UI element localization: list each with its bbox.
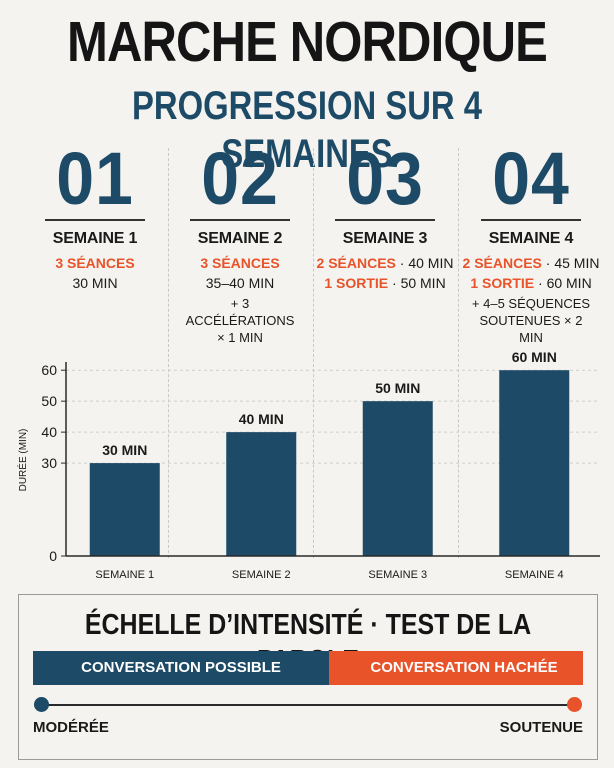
x-tick-label: SEMAINE 4 — [505, 569, 564, 581]
outing-count: 1 SORTIE — [470, 275, 535, 291]
y-tick-label: 0 — [49, 548, 57, 564]
sessions-count: 3 SÉANCES — [200, 255, 280, 271]
week-note: + 3 ACCÉLÉRATIONS × 1 MIN — [185, 296, 295, 345]
x-tick-label: SEMAINE 2 — [232, 569, 291, 581]
x-tick-label: SEMAINE 1 — [95, 569, 154, 581]
week-column-1: 01 SEMAINE 1 3 SÉANCES 30 MIN — [22, 140, 168, 293]
week-number: 01 — [56, 137, 134, 220]
bar-data-label: 40 MIN — [239, 411, 284, 427]
sessions-count: 3 SÉANCES — [55, 255, 135, 271]
week-rule — [335, 219, 435, 221]
week-column-3: 03 SEMAINE 3 2 SÉANCES · 40 MIN 1 SORTIE… — [312, 140, 458, 293]
week-rule — [481, 219, 581, 221]
week-rule — [45, 219, 145, 221]
intensity-title: ÉCHELLE D’INTENSITÉ · TEST DE LA PAROLE — [84, 609, 532, 677]
y-axis-title: DURÉE (MIN) — [16, 429, 29, 492]
sustained-marker-icon — [567, 697, 582, 712]
week-column-4: 04 SEMAINE 4 2 SÉANCES · 45 MIN 1 SORTIE… — [458, 140, 604, 346]
separator-dot: · — [538, 275, 543, 291]
week-column-2: 02 SEMAINE 2 3 SÉANCES 35–40 MIN + 3 ACC… — [167, 140, 313, 346]
chart-bars — [89, 370, 570, 556]
y-tick-label: 60 — [41, 362, 57, 378]
page-title: MARCHE NORDIQUE — [66, 10, 548, 74]
sessions-count: 2 SÉANCES — [316, 255, 396, 271]
week-number: 03 — [346, 137, 424, 220]
duration-bar-chart: 0 30 40 50 60 30 MIN SEMAINE 1 40 MIN SEMAINE 2 5… — [16, 350, 600, 581]
week-number: 02 — [201, 137, 279, 220]
separator-dot: · — [392, 275, 397, 291]
session-duration: 40 MIN — [408, 255, 454, 271]
column-divider — [458, 148, 459, 558]
bar-2 — [226, 432, 297, 556]
page-subtitle: PROGRESSION SUR 4 SEMAINES — [132, 84, 482, 176]
session-duration: 45 MIN — [554, 255, 600, 271]
y-tick-label: 50 — [41, 393, 57, 409]
bar-data-label: 60 MIN — [512, 350, 557, 365]
scale-left-end: MODÉRÉE — [33, 719, 109, 736]
bar-3 — [362, 401, 433, 556]
outing-duration: 60 MIN — [546, 275, 592, 291]
bar-1 — [89, 463, 160, 556]
outing-count: 1 SORTIE — [324, 275, 389, 291]
week-label: SEMAINE 4 — [488, 230, 574, 247]
separator-dot: · — [545, 255, 551, 271]
column-divider — [313, 148, 314, 558]
week-label: SEMAINE 2 — [197, 230, 283, 247]
intensity-track — [41, 704, 575, 706]
scale-right-end: SOUTENUE — [499, 719, 583, 736]
week-note: + 4–5 SÉQUENCES SOUTENUES × 2 MIN — [471, 296, 591, 345]
x-tick-label: SEMAINE 3 — [368, 569, 427, 581]
chart-labels: 0 30 40 50 60 30 MIN SEMAINE 1 40 MIN SEMAINE 2 5… — [41, 350, 563, 581]
bar-4 — [499, 370, 570, 556]
outing-duration: 50 MIN — [400, 275, 446, 291]
session-duration: 35–40 MIN — [205, 275, 275, 291]
week-rule — [190, 219, 290, 221]
separator-dot: · — [399, 255, 405, 271]
week-number: 04 — [492, 137, 570, 220]
y-tick-label: 30 — [41, 455, 57, 471]
week-label: SEMAINE 1 — [52, 230, 138, 247]
bar-data-label: 50 MIN — [375, 380, 420, 396]
week-label: SEMAINE 3 — [342, 230, 428, 247]
sessions-count: 2 SÉANCES — [462, 255, 542, 271]
column-divider — [168, 148, 169, 558]
conversation-possible-band: CONVERSATION POSSIBLE — [33, 651, 345, 685]
moderate-marker-icon — [34, 697, 49, 712]
conversation-hachee-band: CONVERSATION HACHÉE — [329, 651, 583, 685]
intensity-scale: ÉCHELLE D’INTENSITÉ · TEST DE LA PAROLE … — [18, 594, 598, 760]
bar-data-label: 30 MIN — [102, 442, 147, 458]
y-tick-label: 40 — [41, 424, 57, 440]
session-duration: 30 MIN — [72, 275, 118, 291]
